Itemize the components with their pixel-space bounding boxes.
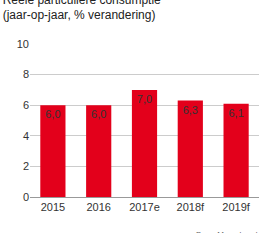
svg-text:6,0: 6,0 <box>45 108 60 120</box>
svg-text:2: 2 <box>23 160 29 172</box>
svg-text:8: 8 <box>23 68 29 80</box>
svg-text:10: 10 <box>17 38 29 50</box>
svg-text:Reële particuliere consumptie(: Reële particuliere consumptie(jaar-op-ja… <box>3 0 161 22</box>
svg-text:6,3: 6,3 <box>183 104 198 116</box>
svg-text:4: 4 <box>23 130 29 142</box>
svg-text:Bron: Macrobond: Bron: Macrobond <box>196 230 257 233</box>
svg-text:2016: 2016 <box>86 201 110 213</box>
svg-text:0: 0 <box>23 191 29 203</box>
svg-text:6: 6 <box>23 99 29 111</box>
svg-text:6,0: 6,0 <box>91 108 106 120</box>
svg-text:6,1: 6,1 <box>228 107 243 119</box>
svg-text:2018f: 2018f <box>177 201 205 213</box>
svg-text:7,0: 7,0 <box>137 93 152 105</box>
svg-text:2015: 2015 <box>41 201 65 213</box>
svg-text:2019f: 2019f <box>222 201 250 213</box>
svg-text:2017e: 2017e <box>129 201 160 213</box>
